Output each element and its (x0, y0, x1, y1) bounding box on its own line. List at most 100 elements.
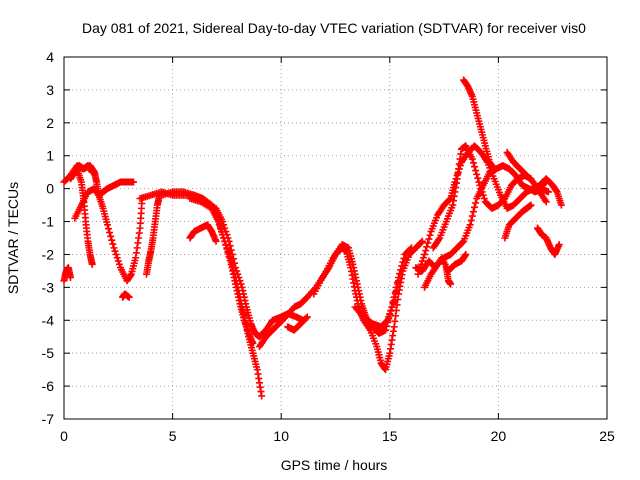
series-track-y (536, 175, 565, 209)
y-tick-label: -4 (42, 312, 55, 328)
series-track-u (460, 76, 498, 173)
data-point (466, 221, 474, 229)
data-point (103, 221, 111, 229)
data-point (472, 199, 480, 207)
data-point (384, 316, 392, 324)
data-point (421, 250, 429, 258)
data-point (544, 188, 552, 196)
data-point (385, 313, 393, 321)
data-point (474, 174, 482, 182)
y-tick-label: -2 (42, 246, 55, 262)
data-point (462, 250, 470, 258)
data-point (225, 253, 233, 261)
data-point (490, 165, 498, 173)
y-tick-label: -7 (42, 411, 55, 427)
data-point (527, 201, 535, 209)
data-point (222, 241, 230, 249)
series-track-t (442, 264, 455, 288)
data-point (468, 155, 476, 163)
y-tick-label: 1 (46, 148, 54, 164)
data-point (418, 257, 426, 265)
data-point (542, 198, 550, 206)
data-point (472, 167, 480, 175)
data-point (223, 245, 231, 253)
data-point (424, 239, 432, 247)
series-track-i (158, 188, 266, 400)
plot-frame (63, 56, 608, 420)
data-point (216, 224, 224, 232)
series-track-m (284, 313, 311, 334)
data-point (469, 208, 477, 216)
y-tick-label: 0 (46, 181, 54, 197)
y-tick-label: -1 (42, 214, 55, 230)
data-point (425, 235, 433, 243)
data-point (557, 201, 565, 209)
data-point (479, 191, 487, 199)
data-point (214, 218, 222, 226)
data-point (221, 237, 229, 245)
data-point (226, 256, 234, 264)
series-track-o (351, 277, 402, 331)
data-point (112, 250, 120, 258)
data-point (303, 313, 311, 321)
x-axis-label: GPS time / hours (281, 457, 388, 473)
data-point (388, 303, 396, 311)
data-point (387, 306, 395, 314)
grid-lines (64, 57, 607, 419)
data-point (109, 240, 117, 248)
series-track-b (60, 264, 75, 285)
data-point (113, 254, 121, 262)
data-point (471, 203, 479, 211)
data-point (217, 227, 225, 235)
data-point (130, 178, 138, 186)
y-tick-label: 4 (46, 49, 54, 65)
series-track-x (533, 224, 563, 258)
data-point (478, 188, 486, 196)
data-point (475, 178, 483, 186)
x-tick-label: 20 (491, 428, 507, 444)
data-point (111, 247, 119, 255)
data-point (114, 257, 122, 265)
y-axis-label: SDTVAR / TECUs (5, 182, 21, 294)
data-point (381, 326, 389, 334)
data-point (386, 310, 394, 318)
data-point (106, 229, 114, 237)
data-point (417, 238, 425, 246)
data-point (394, 277, 402, 285)
data-point (419, 254, 427, 262)
x-tick-label: 15 (382, 428, 398, 444)
data-point (480, 195, 488, 203)
series-track-w (503, 148, 550, 206)
data-point (446, 196, 454, 204)
y-tick-label: -6 (42, 378, 55, 394)
data-point (219, 231, 227, 239)
data-point (426, 231, 434, 239)
series-track-v (501, 201, 535, 242)
data-point (107, 232, 115, 240)
data-point (418, 237, 426, 245)
data-point (110, 244, 118, 252)
data-point (389, 300, 397, 308)
data-point (423, 243, 431, 251)
data-point (108, 236, 116, 244)
series-track-h (136, 188, 307, 341)
series-track-e (67, 162, 96, 183)
data-point (447, 280, 455, 288)
data-point (422, 247, 430, 255)
data-point (88, 260, 96, 268)
series-track-k (186, 221, 220, 245)
data-point (258, 392, 266, 400)
data-point (302, 314, 310, 322)
data-point (67, 273, 75, 281)
data-point (476, 181, 484, 189)
data-point (212, 237, 220, 245)
data-point (249, 339, 257, 347)
data-point (105, 225, 113, 233)
series-track-g (143, 191, 164, 278)
data-point (555, 241, 563, 249)
data-point (215, 221, 223, 229)
chart-title: Day 081 of 2021, Sidereal Day-to-day VTE… (82, 20, 586, 36)
x-tick-label: 5 (169, 428, 177, 444)
data-point (220, 234, 228, 242)
